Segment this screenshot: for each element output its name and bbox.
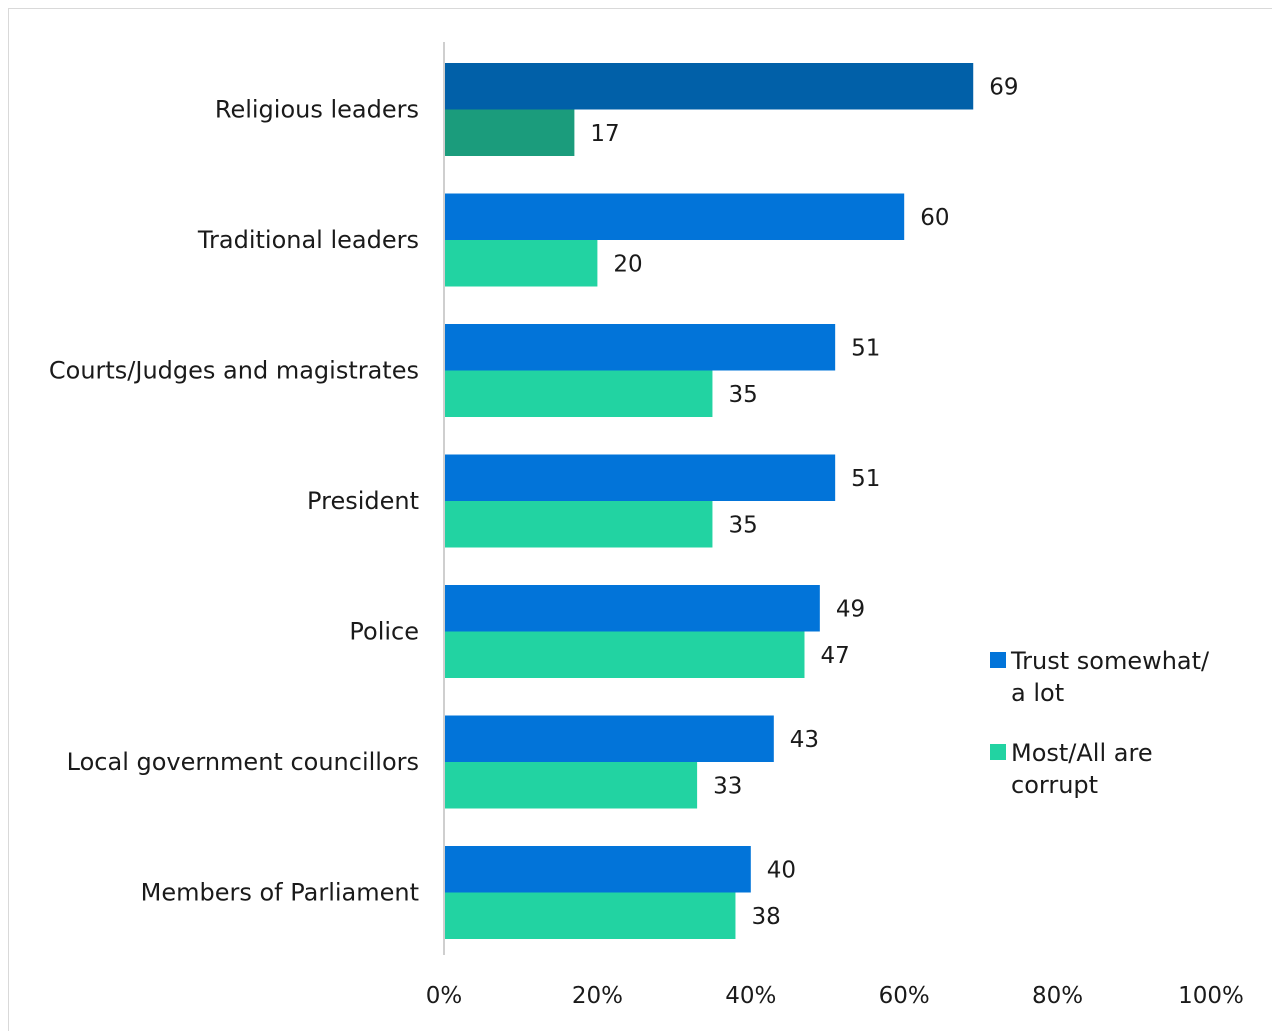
- category-label: Police: [349, 618, 419, 646]
- legend-label: corrupt: [1011, 771, 1098, 799]
- category-label: Religious leaders: [215, 96, 419, 124]
- data-label: 17: [590, 121, 619, 147]
- category-label: Local government councillors: [67, 748, 419, 776]
- data-label: 43: [790, 727, 819, 753]
- data-label: 35: [728, 382, 757, 408]
- bar: [445, 63, 974, 110]
- bar: [445, 846, 751, 893]
- data-label: 60: [920, 205, 949, 231]
- x-tick-label: 0%: [426, 983, 463, 1009]
- bar: [445, 501, 713, 548]
- category-label: Courts/Judges and magistrates: [49, 357, 419, 385]
- x-tick-label: 20%: [572, 983, 623, 1009]
- data-label: 20: [613, 251, 642, 277]
- bar: [445, 585, 820, 632]
- category-label: President: [307, 487, 419, 515]
- bar: [445, 240, 598, 287]
- labels-layer: Religious leaders 69 17 Traditional leaders…: [49, 74, 1019, 930]
- legend: Trust somewhat/a lot Most/All are corrupt: [990, 647, 1210, 799]
- bar: [445, 324, 836, 371]
- x-tick-label: 80%: [1032, 983, 1083, 1009]
- data-label: 33: [713, 773, 742, 799]
- bar: [445, 454, 836, 501]
- x-tick-label: 60%: [879, 983, 930, 1009]
- legend-swatch: [990, 744, 1006, 760]
- legend-label: a lot: [1011, 679, 1064, 707]
- data-label: 40: [767, 857, 796, 883]
- bar: [445, 370, 713, 417]
- legend-label: Trust somewhat/: [1010, 647, 1210, 675]
- bar: [445, 109, 575, 156]
- data-label: 51: [851, 335, 880, 361]
- bar: [445, 193, 905, 240]
- x-tick-label: 40%: [725, 983, 776, 1009]
- data-label: 47: [820, 643, 849, 669]
- data-label: 51: [851, 466, 880, 492]
- x-tick-label: 100%: [1178, 983, 1244, 1009]
- bar: [445, 762, 698, 809]
- category-label: Members of Parliament: [141, 879, 419, 907]
- legend-label: Most/All are: [1011, 739, 1153, 767]
- data-label: 35: [728, 512, 757, 538]
- legend-swatch: [990, 652, 1006, 668]
- bar: [445, 715, 774, 762]
- bars-layer: [445, 63, 974, 939]
- bar: [445, 892, 736, 939]
- data-label: 38: [751, 904, 780, 930]
- axis-layer: 0% 20% 40% 60% 80% 100%: [426, 42, 1244, 1009]
- chart-frame: [8, 8, 1272, 1031]
- bar: [445, 631, 805, 678]
- data-label: 69: [989, 74, 1018, 100]
- category-label: Traditional leaders: [197, 226, 419, 254]
- data-label: 49: [836, 596, 865, 622]
